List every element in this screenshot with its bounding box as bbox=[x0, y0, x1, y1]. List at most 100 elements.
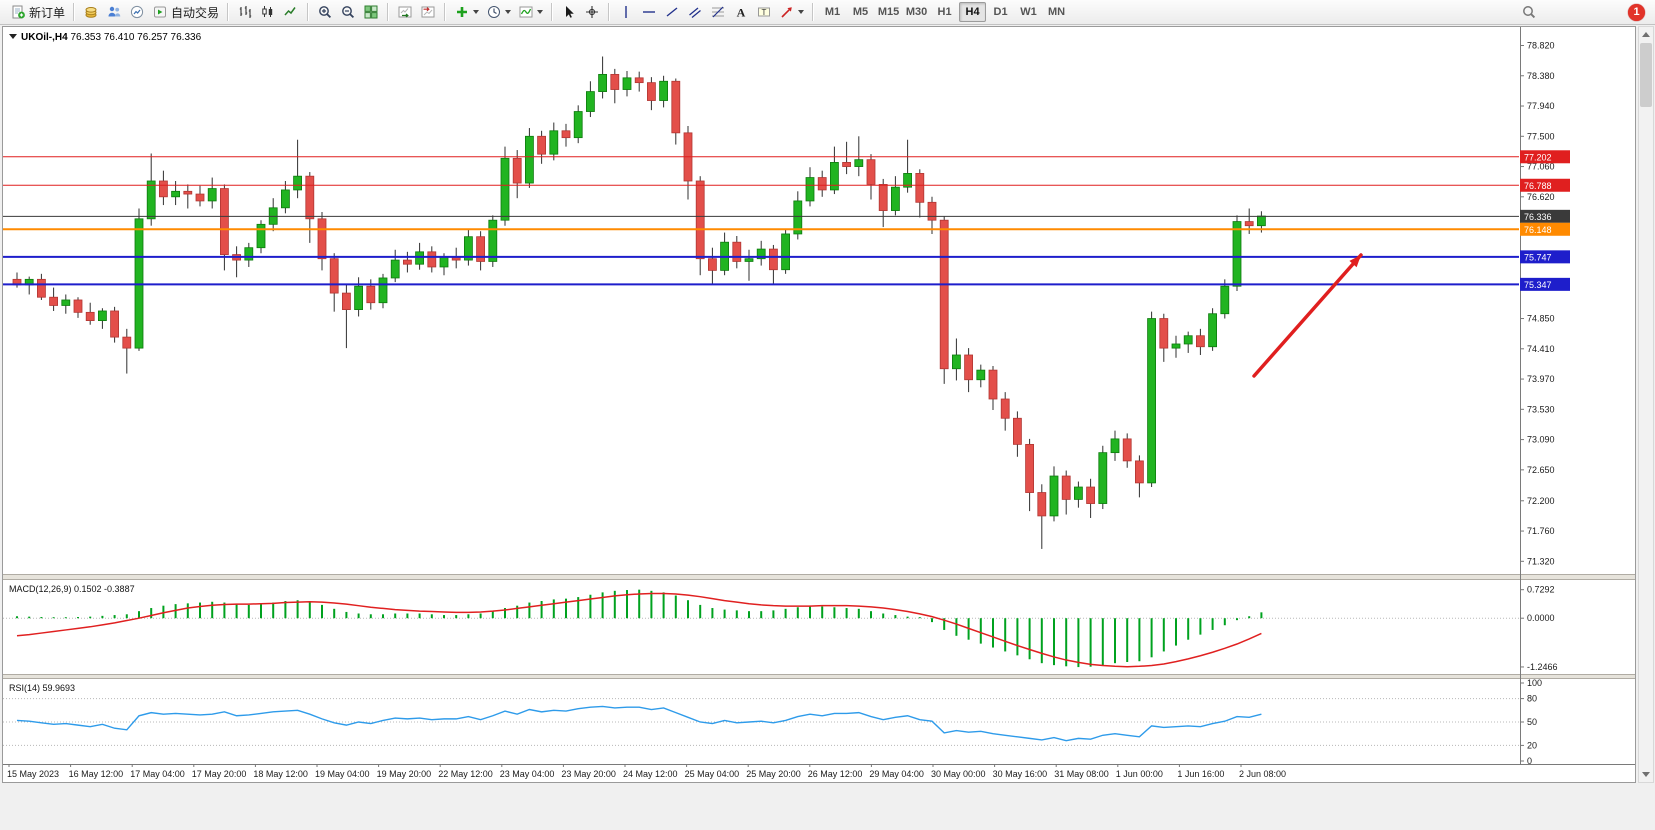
new-chart-button[interactable] bbox=[451, 2, 482, 22]
scroll-down-button[interactable] bbox=[1639, 767, 1653, 782]
time-axis-label: 26 May 12:00 bbox=[808, 769, 863, 779]
toolbar-separator bbox=[387, 3, 390, 21]
symbols-button[interactable] bbox=[80, 2, 102, 22]
tf-w1-button-label: W1 bbox=[1020, 6, 1037, 18]
triangle-down-icon bbox=[1642, 772, 1650, 777]
bar-chart-button[interactable] bbox=[234, 2, 256, 22]
toolbar: 新订单 自动交易 A T M1 M5 M15 M30 H1 H4 D1 W1 MN 1 bbox=[0, 0, 1655, 25]
macd-label: MACD(12,26,9) 0.1502 -0.3887 bbox=[9, 584, 135, 594]
svg-text:77.202: 77.202 bbox=[1524, 152, 1552, 162]
market-watch-button[interactable] bbox=[103, 2, 125, 22]
text-button[interactable]: A bbox=[730, 2, 752, 22]
price-tag-77.202: 77.202 bbox=[1520, 150, 1570, 164]
toolbar-group bbox=[555, 2, 606, 22]
new-chart-icon bbox=[454, 4, 470, 20]
cursor-button[interactable] bbox=[558, 2, 580, 22]
tile-windows-icon bbox=[363, 4, 379, 20]
label-button[interactable]: T bbox=[753, 2, 775, 22]
channel-button[interactable] bbox=[684, 2, 706, 22]
tf-d1-button-label: D1 bbox=[993, 6, 1008, 18]
line-chart-button[interactable] bbox=[280, 2, 302, 22]
bottom-strip bbox=[0, 783, 1655, 830]
tf-m5-button[interactable]: M5 bbox=[847, 2, 874, 22]
arrows-button[interactable] bbox=[776, 2, 807, 22]
tf-m30-button[interactable]: M30 bbox=[903, 2, 930, 22]
price-axis-label: 78.380 bbox=[1527, 71, 1555, 81]
notification-badge[interactable]: 1 bbox=[1628, 3, 1645, 21]
candle-chart-button[interactable] bbox=[257, 2, 279, 22]
price-axis-label: 73.090 bbox=[1527, 435, 1555, 445]
chart-background bbox=[3, 27, 1635, 782]
tf-m1-button-label: M1 bbox=[824, 6, 841, 18]
time-axis-label: 18 May 12:00 bbox=[253, 769, 308, 779]
bar-chart-icon bbox=[237, 4, 253, 20]
text-icon: A bbox=[733, 4, 749, 20]
toolbar-group bbox=[391, 2, 442, 22]
line-chart-icon bbox=[283, 4, 299, 20]
search-button[interactable] bbox=[1518, 2, 1540, 22]
svg-text:76.336: 76.336 bbox=[1524, 212, 1552, 222]
hline-icon bbox=[641, 4, 657, 20]
triangle-up-icon bbox=[1642, 32, 1650, 37]
new-order-button-label: 新订单 bbox=[29, 5, 66, 20]
indicators-button[interactable] bbox=[515, 2, 546, 22]
price-axis-label: 77.940 bbox=[1527, 101, 1555, 111]
rsi-scale-label: 100 bbox=[1527, 678, 1542, 688]
tf-h4-button[interactable]: H4 bbox=[959, 2, 987, 22]
time-axis-label: 19 May 20:00 bbox=[377, 769, 432, 779]
time-axis-label: 24 May 12:00 bbox=[623, 769, 678, 779]
time-axis-label: 22 May 12:00 bbox=[438, 769, 493, 779]
auto-scroll-button[interactable] bbox=[394, 2, 416, 22]
tf-h4-button-label: H4 bbox=[965, 6, 980, 18]
svg-text:UKOil-,H4 76.353 76.410 76.257: UKOil-,H4 76.353 76.410 76.257 76.336 bbox=[21, 32, 202, 43]
chart-title: UKOil-,H4 76.353 76.410 76.257 76.336 bbox=[9, 32, 202, 43]
tf-m1-button[interactable]: M1 bbox=[819, 2, 846, 22]
tile-windows-button[interactable] bbox=[360, 2, 382, 22]
toolbar-group bbox=[448, 2, 549, 22]
symbols-icon bbox=[83, 4, 99, 20]
price-axis-label: 72.650 bbox=[1527, 465, 1555, 475]
autotrading-button[interactable]: 自动交易 bbox=[149, 2, 222, 22]
tf-h1-button[interactable]: H1 bbox=[931, 2, 958, 22]
toolbar-group: 新订单 bbox=[4, 2, 71, 22]
data-window-button[interactable] bbox=[126, 2, 148, 22]
collapse-triangle-icon[interactable] bbox=[9, 34, 17, 39]
time-axis-label: 31 May 08:00 bbox=[1054, 769, 1109, 779]
vertical-scrollbar[interactable] bbox=[1638, 26, 1654, 783]
panel-separator[interactable] bbox=[3, 574, 1635, 580]
price-tag-76.788: 76.788 bbox=[1520, 178, 1570, 192]
scroll-up-button[interactable] bbox=[1639, 27, 1653, 42]
scrollbar-thumb[interactable] bbox=[1640, 43, 1652, 107]
svg-text:76.788: 76.788 bbox=[1524, 181, 1552, 191]
tf-mn-button[interactable]: MN bbox=[1043, 2, 1070, 22]
rsi-scale-label: 20 bbox=[1527, 740, 1537, 750]
svg-text:75.747: 75.747 bbox=[1524, 252, 1552, 262]
trendline-button[interactable] bbox=[661, 2, 683, 22]
macd-scale-label: -1.2466 bbox=[1527, 662, 1558, 672]
profiles-button[interactable] bbox=[483, 2, 514, 22]
chart-shift-button[interactable] bbox=[417, 2, 439, 22]
chart-canvas[interactable]: 78.820 78.380 77.940 77.500 77.060 76.620 76.1… bbox=[3, 27, 1635, 782]
crosshair-button[interactable] bbox=[581, 2, 603, 22]
tf-d1-button[interactable]: D1 bbox=[987, 2, 1014, 22]
fibonacci-button[interactable] bbox=[707, 2, 729, 22]
tf-m15-button[interactable]: M15 bbox=[875, 2, 902, 22]
auto-scroll-icon bbox=[397, 4, 413, 20]
horizontal-line-button[interactable] bbox=[638, 2, 660, 22]
panel-separator[interactable] bbox=[3, 674, 1635, 679]
svg-text:76.148: 76.148 bbox=[1524, 225, 1552, 235]
new-order-button[interactable]: 新订单 bbox=[7, 2, 68, 22]
price-axis-label: 72.200 bbox=[1527, 496, 1555, 506]
time-axis[interactable]: 15 May 2023 16 May 12:00 17 May 04:00 17 Ma… bbox=[7, 764, 1286, 779]
vertical-line-button[interactable] bbox=[615, 2, 637, 22]
zoom-out-button[interactable] bbox=[337, 2, 359, 22]
chart-window: 78.820 78.380 77.940 77.500 77.060 76.620 76.1… bbox=[2, 26, 1636, 783]
rsi-label: RSI(14) 59.9693 bbox=[9, 683, 75, 693]
zoom-in-button[interactable] bbox=[314, 2, 336, 22]
svg-text:75.347: 75.347 bbox=[1524, 280, 1552, 290]
trend-arrow[interactable] bbox=[1252, 253, 1363, 378]
price-axis-label: 73.970 bbox=[1527, 374, 1555, 384]
time-axis-label: 1 Jun 00:00 bbox=[1116, 769, 1163, 779]
tf-w1-button[interactable]: W1 bbox=[1015, 2, 1042, 22]
tf-m5-button-label: M5 bbox=[852, 6, 869, 18]
